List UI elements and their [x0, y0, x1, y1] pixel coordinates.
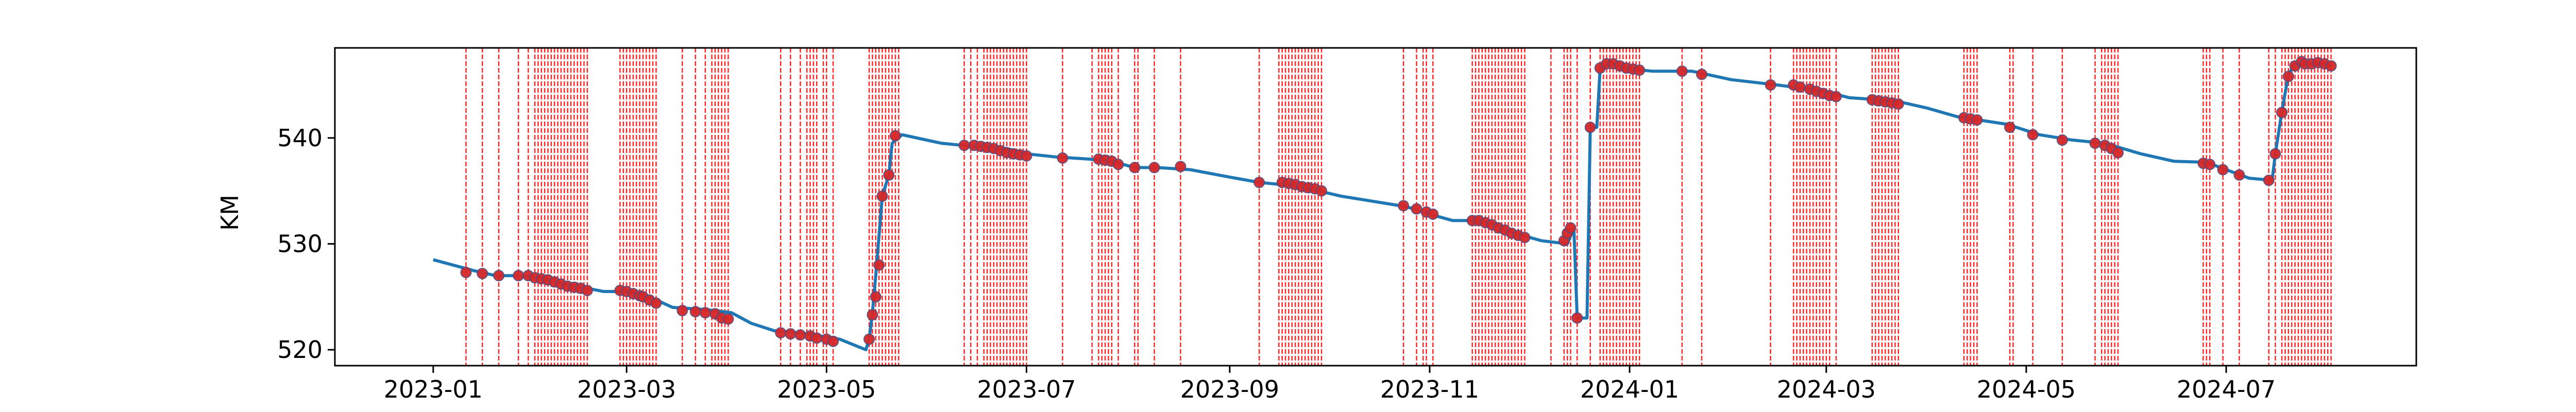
data-point-marker	[699, 307, 711, 319]
data-point-marker	[650, 297, 662, 309]
data-point-marker	[1398, 200, 1410, 212]
data-point-marker	[863, 333, 875, 345]
data-point-marker	[1519, 232, 1531, 244]
data-point-marker	[785, 328, 796, 340]
x-tick-label: 2023-03	[577, 375, 676, 403]
data-point-marker	[2233, 169, 2245, 181]
data-point-marker	[1175, 161, 1187, 173]
data-point-marker	[2027, 129, 2039, 141]
data-point-marker	[1057, 152, 1069, 164]
data-point-marker	[2269, 148, 2281, 160]
x-tick-label: 2024-03	[1777, 375, 1876, 403]
data-point-marker	[1765, 79, 1776, 91]
data-point-marker	[2112, 147, 2124, 159]
data-point-marker	[2217, 164, 2229, 176]
x-tick-label: 2023-05	[777, 375, 876, 403]
data-point-marker	[867, 309, 878, 321]
data-point-marker	[1427, 208, 1439, 220]
data-point-marker	[827, 335, 839, 347]
x-tick-label: 2023-01	[384, 375, 483, 403]
data-point-marker	[883, 169, 895, 181]
data-point-marker	[1316, 185, 1328, 197]
data-point-marker	[958, 140, 970, 151]
data-point-marker	[1565, 222, 1577, 234]
data-point-marker	[1253, 177, 1265, 188]
data-point-marker	[2089, 138, 2101, 149]
y-axis-label: KM	[216, 195, 244, 231]
y-axis: 520 530 540	[277, 124, 335, 364]
data-point-marker	[870, 291, 882, 303]
x-tick-label: 2023-09	[1180, 375, 1279, 403]
x-tick-label: 2024-01	[1580, 375, 1679, 403]
data-point-marker	[1892, 98, 1904, 110]
y-tick-label: 540	[277, 124, 323, 152]
x-tick-label: 2024-05	[1977, 375, 2076, 403]
data-point-marker	[1571, 312, 1583, 324]
data-point-marker	[581, 284, 593, 296]
y-tick-label: 530	[277, 230, 323, 258]
data-point-marker	[794, 329, 806, 341]
data-point-marker	[889, 130, 901, 142]
data-point-marker	[460, 267, 472, 279]
x-axis: 2023-01 2023-03 2023-05 2023-07 2023-09 2023-…	[384, 366, 2276, 403]
data-point-marker	[722, 313, 734, 325]
data-point-marker	[775, 327, 787, 339]
data-point-marker	[2056, 134, 2068, 146]
data-point-marker	[2282, 71, 2294, 82]
y-tick-label: 520	[277, 336, 323, 364]
data-point-marker	[873, 259, 885, 271]
data-point-marker	[876, 190, 888, 202]
data-point-marker	[2263, 175, 2275, 186]
data-point-marker	[1584, 122, 1596, 133]
x-tick-label: 2023-07	[977, 375, 1076, 403]
x-tick-label: 2024-07	[2177, 375, 2276, 403]
marker-group	[460, 56, 2337, 347]
data-point-marker	[2325, 60, 2337, 72]
data-point-marker	[1696, 68, 1708, 80]
data-point-marker	[493, 270, 505, 282]
x-tick-label: 2023-11	[1380, 375, 1479, 403]
series-line	[433, 62, 2331, 352]
data-point-marker	[2004, 122, 2016, 133]
data-point-marker	[1148, 162, 1160, 174]
data-point-marker	[1411, 203, 1422, 215]
data-point-marker	[676, 305, 688, 317]
data-point-marker	[2204, 159, 2216, 170]
data-point-marker	[811, 332, 823, 344]
data-point-marker	[1794, 81, 1806, 93]
data-point-marker	[1830, 91, 1842, 102]
data-point-marker	[1971, 114, 1983, 126]
data-point-marker	[1129, 162, 1141, 174]
series-group	[433, 62, 2331, 352]
data-point-marker	[477, 268, 488, 280]
data-point-marker	[1676, 65, 1688, 77]
data-point-marker	[689, 306, 701, 318]
plot-frame	[334, 47, 2417, 367]
data-point-marker	[1021, 150, 1032, 162]
data-point-marker	[2276, 107, 2288, 118]
data-point-marker	[1112, 159, 1124, 170]
data-point-marker	[513, 270, 524, 282]
data-point-marker	[1634, 64, 1646, 76]
